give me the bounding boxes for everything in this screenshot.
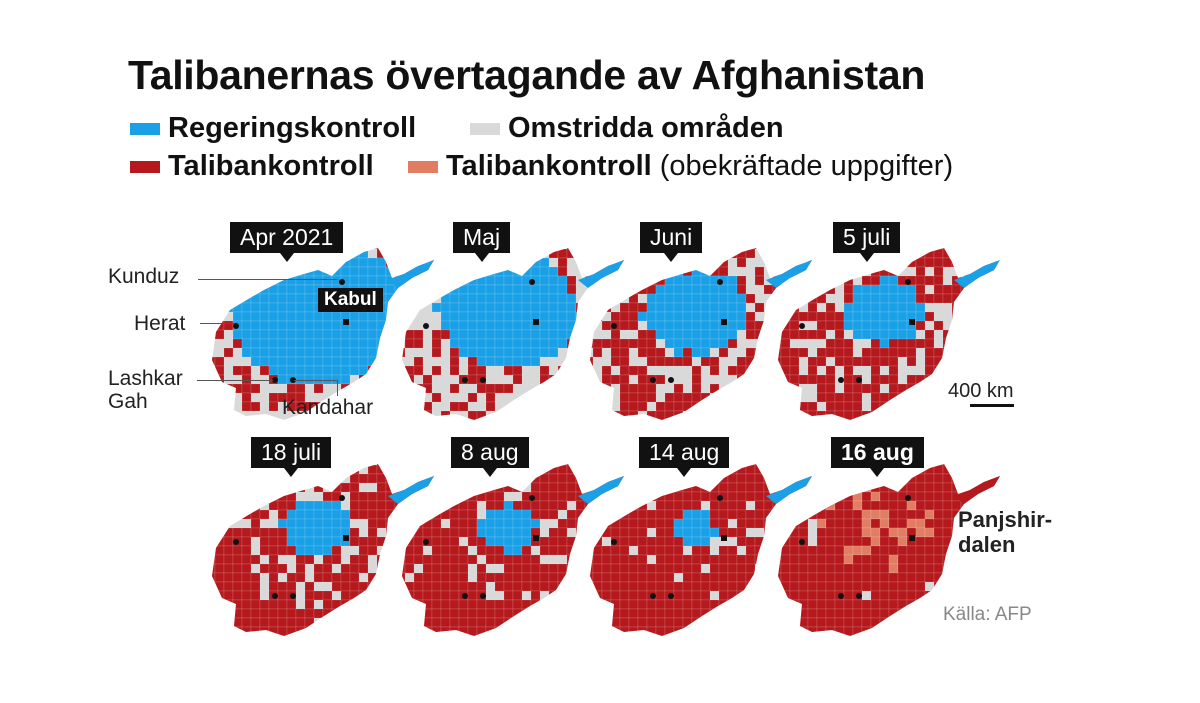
date-tag: 8 aug — [451, 437, 529, 477]
city-marker — [650, 593, 656, 599]
city-marker — [480, 377, 486, 383]
map-panel — [772, 240, 1002, 422]
city-marker — [650, 377, 656, 383]
map-panel — [584, 456, 814, 638]
legend-swatch-taliban-unconfirmed — [408, 160, 438, 173]
leader-line-kandahar-h — [294, 380, 338, 381]
wakhan-corridor — [766, 260, 812, 288]
city-marker — [611, 323, 617, 329]
wakhan-corridor — [578, 260, 624, 288]
city-label-kunduz: Kunduz — [108, 265, 180, 288]
city-marker — [423, 323, 429, 329]
city-marker — [290, 593, 296, 599]
legend-swatch-taliban — [130, 160, 160, 173]
city-marker — [233, 323, 239, 329]
city-marker — [462, 377, 468, 383]
wakhan-corridor — [954, 260, 1000, 288]
city-marker — [905, 279, 911, 285]
city-label-panjshir: Panjshir- dalen — [958, 507, 1053, 557]
date-tag: Maj — [453, 222, 511, 262]
map-panel — [584, 240, 814, 422]
city-marker — [233, 539, 239, 545]
date-tag: 14 aug — [639, 437, 730, 477]
wakhan-corridor — [388, 260, 434, 288]
city-marker — [343, 535, 349, 541]
city-marker — [343, 319, 349, 325]
legend-label-taliban-unconfirmed: Talibankontroll — [446, 150, 652, 182]
leader-line-herat — [200, 323, 234, 324]
leader-line-lashkar-gah — [197, 380, 273, 381]
city-label-kandahar: Kandahar — [282, 396, 374, 419]
wakhan-corridor — [766, 476, 812, 504]
city-label-kabul: Kabul — [318, 288, 383, 312]
city-marker — [339, 279, 345, 285]
date-tag: Juni — [640, 222, 703, 262]
city-marker — [290, 377, 296, 383]
city-marker — [721, 535, 727, 541]
legend-item-taliban: Talibankontroll — [130, 150, 374, 183]
afghanistan-map — [778, 248, 1000, 420]
legend-label-government: Regeringskontroll — [168, 112, 417, 144]
date-tag: 16 aug — [831, 437, 924, 477]
city-marker — [529, 495, 535, 501]
city-marker — [423, 539, 429, 545]
city-marker — [272, 377, 278, 383]
legend-item-government: Regeringskontroll — [130, 112, 416, 145]
city-marker — [799, 539, 805, 545]
scale-label: 400 km — [948, 380, 1014, 402]
legend-swatch-contested — [470, 122, 500, 135]
city-marker — [529, 279, 535, 285]
city-marker — [856, 593, 862, 599]
city-marker — [668, 593, 674, 599]
date-tag: Apr 2021 — [230, 222, 344, 262]
source-credit: Källa: AFP — [943, 604, 1032, 625]
legend-item-contested: Omstridda områden — [470, 112, 784, 145]
date-tag: 18 juli — [251, 437, 332, 477]
city-marker — [611, 539, 617, 545]
city-marker — [533, 535, 539, 541]
legend-note-unconfirmed: (obekräftade uppgifter) — [659, 150, 954, 182]
legend-label-taliban: Talibankontroll — [168, 150, 374, 182]
city-marker — [838, 593, 844, 599]
city-marker — [717, 279, 723, 285]
city-marker — [462, 593, 468, 599]
city-marker — [838, 377, 844, 383]
city-marker — [717, 495, 723, 501]
legend-item-taliban-unconfirmed: Talibankontroll (obekräftade uppgifter) — [408, 150, 953, 183]
legend-label-contested: Omstridda områden — [508, 112, 784, 144]
page-title: Talibanernas övertagande av Afghanistan — [128, 52, 926, 98]
city-label-herat: Herat — [134, 312, 186, 335]
city-marker — [721, 319, 727, 325]
map-panel — [396, 240, 626, 422]
city-marker — [909, 535, 915, 541]
afghanistan-map — [590, 464, 812, 636]
scale-bar — [970, 404, 1014, 407]
wakhan-corridor — [388, 476, 434, 504]
city-marker — [272, 593, 278, 599]
city-marker — [856, 377, 862, 383]
leader-line-kunduz — [198, 279, 338, 280]
city-marker — [799, 323, 805, 329]
city-marker — [480, 593, 486, 599]
map-panel — [206, 456, 436, 638]
city-marker — [668, 377, 674, 383]
legend-swatch-government — [130, 122, 160, 135]
leader-line-kandahar-v — [337, 380, 338, 396]
afghanistan-map — [402, 248, 624, 420]
date-tag: 5 juli — [833, 222, 901, 262]
afghanistan-map — [590, 248, 812, 420]
wakhan-corridor — [578, 476, 624, 504]
city-label-lashkar-gah: Lashkar Gah — [108, 367, 183, 413]
wakhan-corridor — [954, 476, 1000, 504]
city-marker — [909, 319, 915, 325]
city-marker — [905, 495, 911, 501]
city-marker — [339, 495, 345, 501]
afghanistan-map — [212, 464, 434, 636]
city-marker — [533, 319, 539, 325]
